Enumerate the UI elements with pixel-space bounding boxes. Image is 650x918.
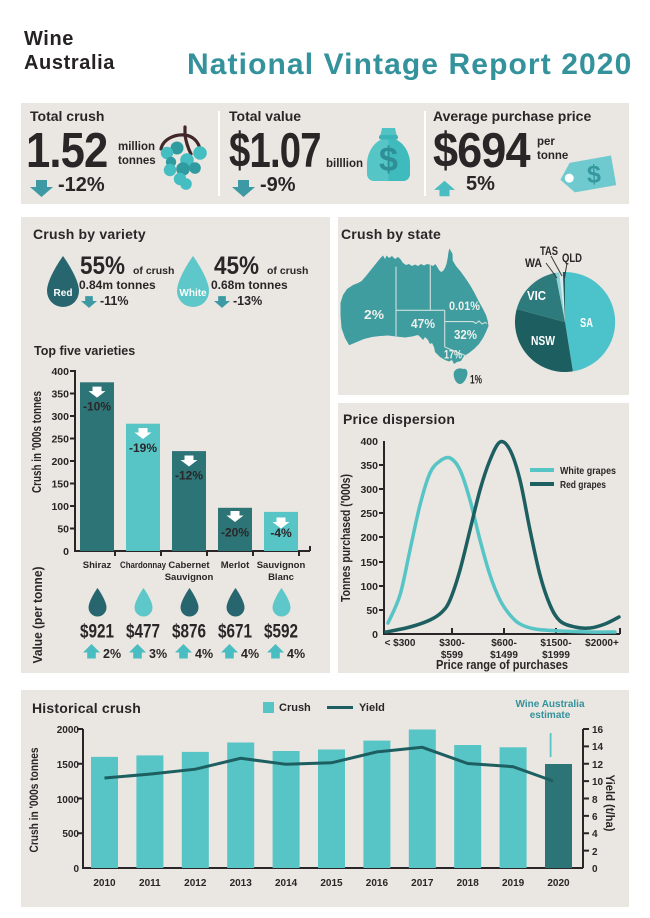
- svg-text:14: 14: [592, 742, 604, 753]
- svg-text:200: 200: [360, 532, 378, 544]
- svg-text:Sauvignon: Sauvignon: [165, 572, 214, 583]
- svg-text:400: 400: [51, 366, 69, 378]
- svg-text:Yield (t/ha): Yield (t/ha): [603, 775, 617, 832]
- svg-text:12: 12: [592, 760, 604, 771]
- svg-text:0.01%: 0.01%: [449, 299, 480, 313]
- svg-text:-20%: -20%: [221, 526, 249, 540]
- svg-text:Tonnes purchased ('000s): Tonnes purchased ('000s): [339, 474, 353, 602]
- svg-text:Blanc: Blanc: [268, 572, 294, 583]
- svg-text:-12%: -12%: [175, 469, 203, 483]
- svg-text:2012: 2012: [184, 878, 207, 889]
- svg-text:< $300: < $300: [385, 638, 416, 649]
- svg-text:-10%: -10%: [83, 400, 111, 414]
- svg-text:250: 250: [360, 508, 378, 520]
- svg-text:50: 50: [57, 524, 69, 536]
- svg-text:$: $: [379, 141, 398, 179]
- svg-text:4%: 4%: [195, 647, 213, 661]
- svg-text:1%: 1%: [470, 373, 482, 387]
- svg-text:300: 300: [360, 484, 378, 496]
- svg-text:350: 350: [360, 460, 378, 472]
- svg-text:150: 150: [360, 557, 378, 569]
- svg-text:$600-: $600-: [491, 638, 517, 649]
- svg-text:3%: 3%: [149, 647, 167, 661]
- svg-text:2%: 2%: [364, 308, 384, 322]
- svg-text:2011: 2011: [139, 878, 161, 889]
- svg-text:$592: $592: [264, 622, 298, 643]
- svg-text:1000: 1000: [57, 795, 80, 806]
- svg-text:VIC: VIC: [527, 289, 546, 303]
- svg-text:2020: 2020: [547, 878, 570, 889]
- svg-text:Crush in '000s tonnes: Crush in '000s tonnes: [27, 747, 41, 852]
- svg-text:$: $: [586, 161, 601, 189]
- svg-text:500: 500: [62, 829, 79, 840]
- svg-text:Value (per tonne): Value (per tonne): [30, 567, 45, 664]
- svg-text:$2000+: $2000+: [585, 638, 619, 649]
- svg-text:2018: 2018: [457, 878, 480, 889]
- svg-text:4%: 4%: [241, 647, 259, 661]
- svg-text:200: 200: [51, 456, 69, 468]
- svg-text:$876: $876: [172, 622, 206, 643]
- svg-text:150: 150: [51, 479, 69, 491]
- svg-text:0: 0: [73, 864, 79, 875]
- svg-text:Merlot: Merlot: [221, 560, 250, 571]
- svg-text:8: 8: [592, 795, 598, 806]
- svg-text:White grapes: White grapes: [560, 465, 616, 477]
- svg-text:2%: 2%: [103, 647, 121, 661]
- svg-text:2: 2: [592, 847, 598, 858]
- svg-text:QLD: QLD: [562, 253, 582, 265]
- svg-text:4: 4: [592, 829, 598, 840]
- svg-text:WA: WA: [525, 258, 542, 270]
- svg-text:-19%: -19%: [129, 441, 157, 455]
- svg-text:16: 16: [592, 725, 604, 736]
- svg-text:Price range of purchases: Price range of purchases: [436, 657, 568, 672]
- svg-text:NSW: NSW: [531, 334, 555, 348]
- svg-text:$477: $477: [126, 622, 160, 643]
- svg-text:2010: 2010: [93, 878, 116, 889]
- svg-text:2000: 2000: [57, 725, 80, 736]
- svg-text:$671: $671: [218, 622, 252, 643]
- svg-text:400: 400: [360, 436, 378, 448]
- svg-text:1500: 1500: [57, 760, 80, 771]
- svg-text:47%: 47%: [411, 316, 435, 331]
- svg-text:2016: 2016: [366, 878, 389, 889]
- svg-text:2019: 2019: [502, 878, 525, 889]
- svg-text:Sauvignon: Sauvignon: [257, 560, 306, 571]
- svg-text:$1500-: $1500-: [540, 638, 571, 649]
- svg-text:32%: 32%: [454, 328, 477, 342]
- svg-text:$921: $921: [80, 622, 114, 643]
- svg-text:250: 250: [51, 434, 69, 446]
- svg-text:Crush in '000s tonnes: Crush in '000s tonnes: [30, 391, 44, 493]
- svg-text:4%: 4%: [287, 647, 305, 661]
- svg-text:2015: 2015: [320, 878, 343, 889]
- svg-text:300: 300: [51, 411, 69, 423]
- svg-text:6: 6: [592, 812, 598, 823]
- svg-text:Shiraz: Shiraz: [83, 560, 112, 571]
- svg-text:Red: Red: [54, 288, 73, 299]
- svg-text:$1499: $1499: [490, 650, 518, 661]
- svg-text:2017: 2017: [411, 878, 434, 889]
- svg-text:Chardonnay: Chardonnay: [120, 560, 167, 571]
- svg-text:50: 50: [366, 605, 378, 617]
- svg-text:Red grapes: Red grapes: [560, 479, 606, 491]
- svg-text:0: 0: [372, 629, 378, 641]
- svg-text:$1999: $1999: [542, 650, 570, 661]
- svg-text:Cabernet: Cabernet: [168, 560, 210, 571]
- svg-text:10: 10: [592, 777, 604, 788]
- svg-text:2014: 2014: [275, 878, 298, 889]
- svg-text:-4%: -4%: [270, 526, 292, 540]
- svg-text:350: 350: [51, 389, 69, 401]
- svg-text:TAS: TAS: [540, 246, 558, 258]
- svg-text:$599: $599: [441, 650, 464, 661]
- svg-text:SA: SA: [580, 316, 593, 330]
- svg-text:$300-: $300-: [439, 638, 465, 649]
- svg-text:0: 0: [63, 546, 69, 558]
- svg-text:100: 100: [51, 501, 69, 513]
- svg-text:White: White: [179, 288, 207, 299]
- svg-text:100: 100: [360, 581, 378, 593]
- svg-text:2013: 2013: [230, 878, 253, 889]
- svg-text:17%: 17%: [444, 350, 462, 362]
- svg-text:0: 0: [592, 864, 598, 875]
